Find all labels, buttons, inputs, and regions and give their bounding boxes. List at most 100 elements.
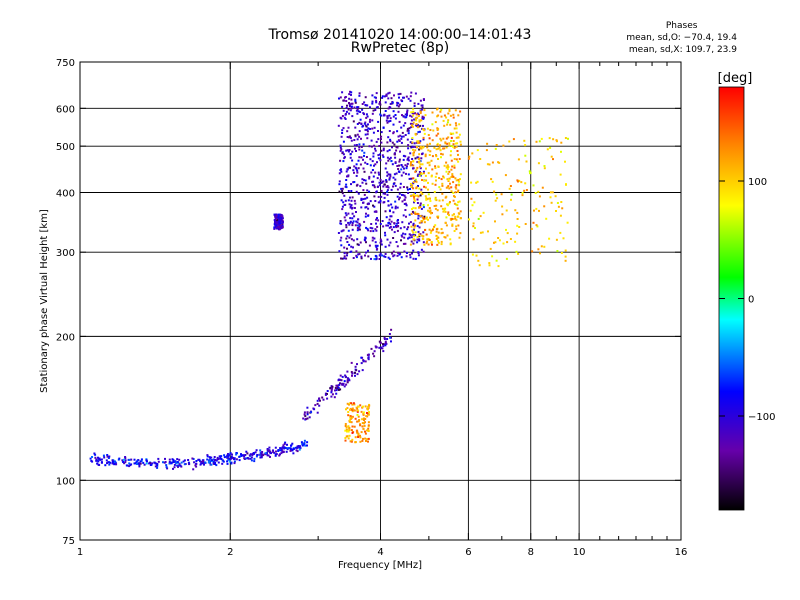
data-point: [157, 457, 160, 460]
data-point: [308, 416, 311, 419]
data-point: [382, 350, 385, 353]
data-point: [402, 158, 405, 161]
data-point: [364, 430, 366, 433]
data-point: [375, 210, 378, 213]
data-point: [487, 230, 489, 233]
data-point: [232, 456, 234, 459]
data-point: [410, 240, 413, 243]
data-point: [420, 188, 423, 191]
data-point: [356, 169, 359, 172]
data-point: [447, 172, 450, 175]
data-point: [404, 209, 407, 211]
data-point: [345, 428, 348, 431]
data-point: [444, 207, 447, 210]
data-point: [138, 463, 141, 466]
data-point: [223, 454, 226, 457]
data-point: [423, 129, 426, 132]
data-point: [353, 106, 356, 109]
data-point: [453, 166, 456, 169]
y-tick-label: 75: [62, 536, 75, 547]
data-point: [418, 160, 421, 163]
data-point: [399, 92, 402, 95]
data-point: [417, 102, 420, 105]
data-point: [357, 243, 360, 246]
data-point: [441, 182, 444, 185]
data-point: [546, 148, 549, 151]
data-point: [256, 454, 259, 456]
data-point: [453, 230, 456, 232]
data-point: [419, 140, 422, 143]
data-point: [104, 464, 107, 467]
data-point: [418, 187, 421, 190]
data-point: [449, 114, 452, 117]
data-point: [306, 413, 309, 416]
data-point: [344, 219, 347, 222]
data-point: [197, 458, 200, 461]
data-point: [368, 244, 371, 247]
data-point: [407, 132, 410, 135]
data-point: [412, 121, 415, 124]
data-point: [211, 459, 213, 462]
data-point: [420, 147, 423, 150]
data-point: [137, 462, 140, 465]
data-point: [549, 191, 552, 194]
data-point: [356, 108, 359, 111]
data-point: [275, 453, 278, 456]
data-point: [395, 241, 398, 243]
data-point: [396, 254, 399, 257]
data-point: [353, 403, 356, 406]
data-point: [305, 418, 308, 420]
data-point: [429, 212, 432, 215]
data-point: [345, 426, 348, 429]
data-point: [130, 458, 133, 461]
data-point: [418, 239, 421, 242]
data-point: [371, 102, 374, 105]
x-tick-label: 6: [465, 547, 471, 558]
data-point: [394, 184, 397, 187]
data-point: [345, 226, 348, 229]
data-point: [416, 116, 419, 119]
data-point: [345, 107, 348, 109]
data-point: [341, 208, 344, 211]
data-point: [379, 184, 381, 187]
data-point: [369, 200, 372, 203]
data-point: [397, 225, 400, 227]
data-point: [367, 437, 370, 440]
data-point: [369, 230, 372, 233]
data-point: [368, 120, 371, 123]
data-point: [430, 175, 433, 178]
data-point: [443, 176, 445, 179]
data-point: [386, 115, 389, 118]
data-point: [348, 429, 351, 431]
data-point: [535, 207, 538, 210]
data-point: [380, 189, 383, 192]
data-point: [281, 217, 284, 220]
data-point: [407, 97, 410, 100]
data-point: [403, 236, 406, 239]
data-point: [348, 97, 351, 100]
data-point: [424, 174, 427, 177]
data-point: [358, 156, 361, 159]
data-point: [403, 203, 406, 205]
data-point: [552, 138, 555, 141]
data-point: [377, 195, 380, 198]
data-point: [387, 159, 390, 162]
data-point: [373, 144, 376, 147]
data-point: [375, 140, 378, 143]
data-point: [230, 453, 233, 456]
data-point: [402, 242, 405, 245]
data-point: [350, 429, 353, 432]
data-point: [364, 96, 367, 99]
data-point: [383, 255, 386, 258]
data-point: [352, 169, 355, 172]
data-point: [360, 122, 363, 125]
data-point: [391, 228, 393, 231]
data-point: [246, 452, 249, 455]
data-point: [400, 141, 403, 144]
data-point: [269, 455, 271, 458]
data-point: [361, 425, 364, 428]
data-point: [412, 112, 415, 115]
data-point: [415, 119, 418, 122]
data-point: [387, 173, 390, 176]
data-point: [418, 173, 421, 176]
